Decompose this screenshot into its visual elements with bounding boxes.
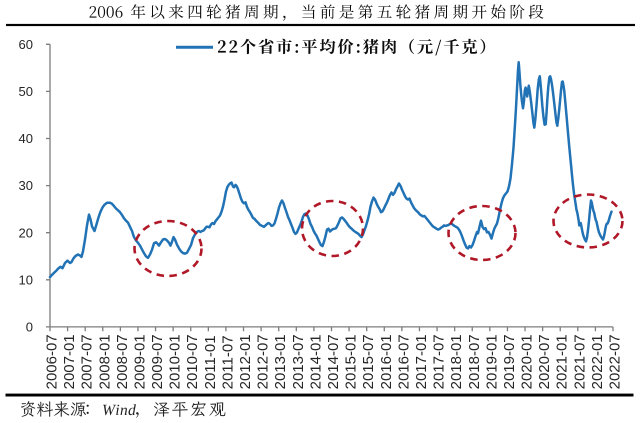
svg-text:2014-07: 2014-07 xyxy=(325,334,342,389)
svg-text:2010-07: 2010-07 xyxy=(184,334,201,389)
svg-text:2008-01: 2008-01 xyxy=(96,334,113,389)
svg-text:2021-07: 2021-07 xyxy=(571,334,588,389)
svg-text:2018-01: 2018-01 xyxy=(448,334,465,389)
svg-text:2009-07: 2009-07 xyxy=(149,334,166,389)
svg-text:2019-07: 2019-07 xyxy=(501,334,518,389)
svg-text:2015-01: 2015-01 xyxy=(343,334,360,389)
svg-text:40: 40 xyxy=(19,131,33,146)
svg-text:2016-07: 2016-07 xyxy=(395,334,412,389)
svg-text:2011-01: 2011-01 xyxy=(202,335,219,389)
svg-text:0: 0 xyxy=(26,320,33,335)
svg-text:60: 60 xyxy=(19,37,33,52)
svg-text:2017-07: 2017-07 xyxy=(431,334,448,389)
svg-text:2012-01: 2012-01 xyxy=(237,334,254,389)
svg-text:2022-07: 2022-07 xyxy=(607,334,624,389)
svg-text:2009-01: 2009-01 xyxy=(132,334,149,389)
svg-text:2010-01: 2010-01 xyxy=(167,334,184,389)
svg-text:2022-01: 2022-01 xyxy=(589,334,606,389)
svg-text:2007-01: 2007-01 xyxy=(61,334,78,389)
svg-text:2019-01: 2019-01 xyxy=(483,334,500,389)
svg-text:2016-01: 2016-01 xyxy=(378,334,395,389)
svg-text:2020-07: 2020-07 xyxy=(536,334,553,389)
svg-text:10: 10 xyxy=(19,272,33,287)
svg-text:2017-01: 2017-01 xyxy=(413,334,430,389)
svg-text:2007-07: 2007-07 xyxy=(79,334,96,389)
svg-text:2013-07: 2013-07 xyxy=(290,334,307,389)
svg-text:2008-07: 2008-07 xyxy=(114,334,131,389)
svg-text:2014-01: 2014-01 xyxy=(307,334,324,389)
svg-text:2006-07: 2006-07 xyxy=(44,334,61,389)
svg-text:2011-07: 2011-07 xyxy=(219,335,236,389)
svg-text:2021-01: 2021-01 xyxy=(554,334,571,389)
svg-text:20: 20 xyxy=(19,225,33,240)
svg-text:2015-07: 2015-07 xyxy=(360,334,377,389)
svg-text:2020-01: 2020-01 xyxy=(519,334,536,389)
svg-text:50: 50 xyxy=(19,84,33,99)
svg-text:2018-07: 2018-07 xyxy=(466,334,483,389)
svg-text:2013-01: 2013-01 xyxy=(272,334,289,389)
svg-text:30: 30 xyxy=(19,178,33,193)
svg-text:2012-07: 2012-07 xyxy=(255,334,272,389)
